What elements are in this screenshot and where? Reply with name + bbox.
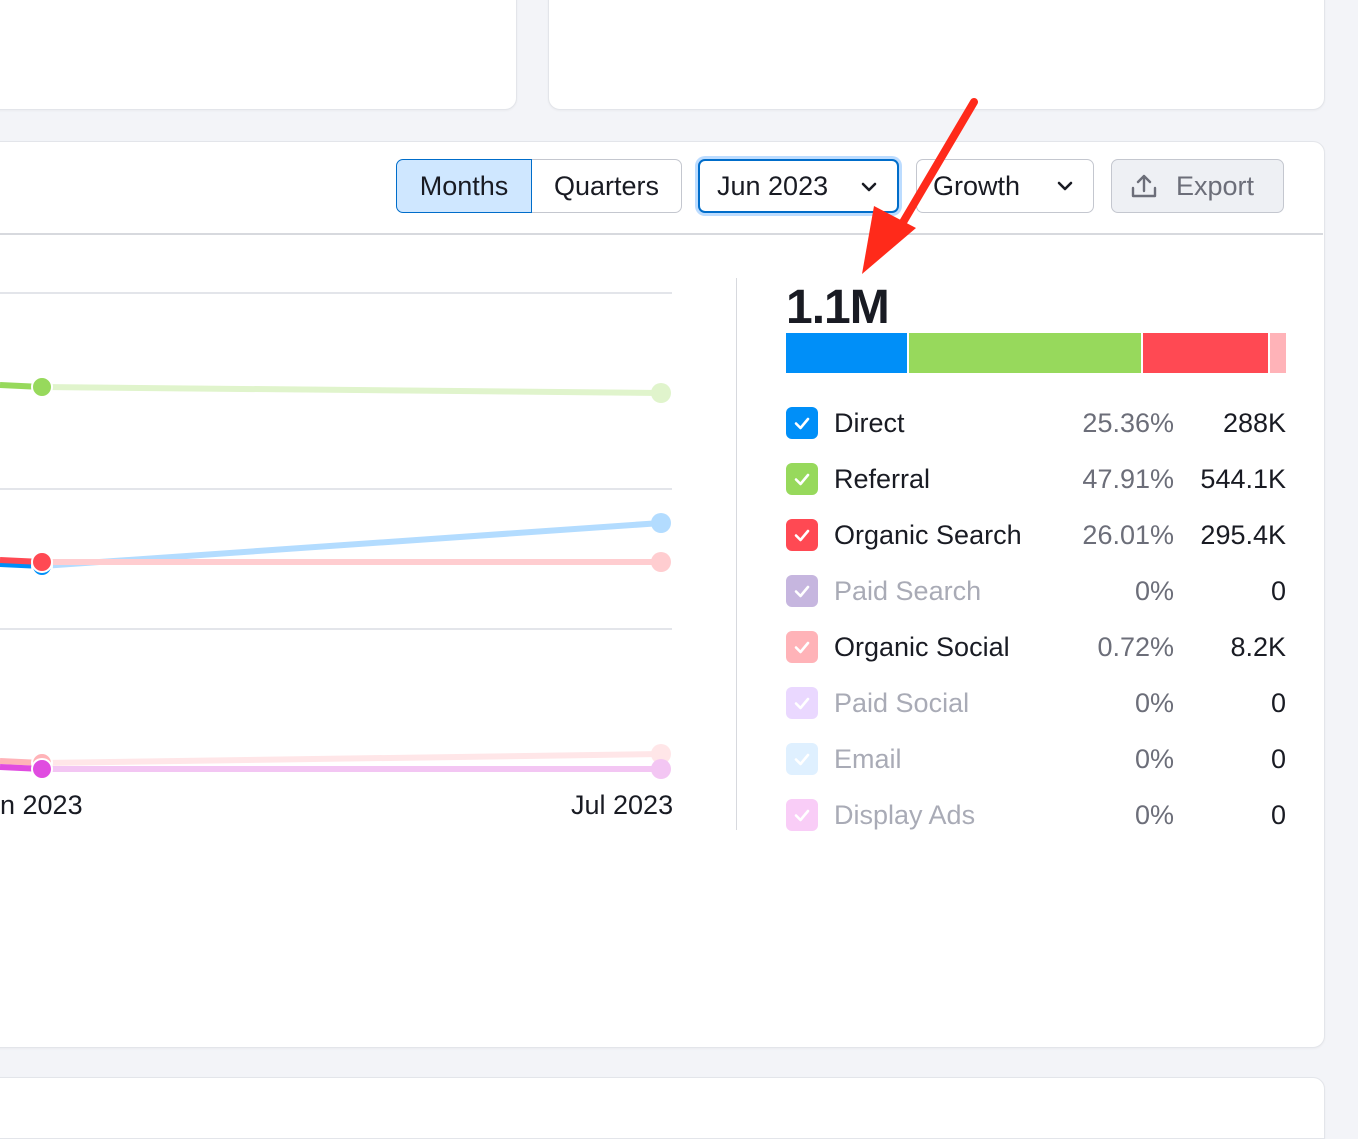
legend-label: Display Ads [834,799,976,830]
legend-label: Email [834,743,902,774]
chevron-down-icon [1057,181,1073,191]
check-icon [794,585,810,598]
data-point[interactable] [651,552,671,572]
export-button[interactable]: Export [1111,159,1284,213]
legend-percent: 25.36% [1082,407,1174,438]
share-segment-direct [786,333,907,373]
legend-checkbox[interactable] [786,407,818,439]
legend-value: 0 [1270,687,1286,718]
legend-checkbox[interactable] [786,463,818,495]
legend-checkbox[interactable] [786,631,818,663]
check-icon [794,641,810,654]
legend-label: Paid Social [834,687,970,718]
annotation-arrow-icon [862,98,978,274]
legend-value: 8.2K [1230,631,1286,662]
legend-value: 295.4K [1200,519,1286,550]
legend-value: 288K [1222,407,1286,438]
legend-row[interactable]: Referral 47.91% 544.1K [786,451,1286,507]
data-point[interactable] [651,759,671,779]
check-icon [794,417,810,430]
legend-checkbox[interactable] [786,687,818,719]
data-point[interactable] [651,513,671,533]
legend-label: Referral [834,463,931,494]
series-line [41,384,662,396]
legend-checkbox[interactable] [786,575,818,607]
top-left-card [0,0,517,110]
data-point[interactable] [31,376,53,398]
legend-percent: 0% [1134,575,1174,606]
chevron-down-icon [861,182,877,192]
legend-row[interactable]: Display Ads 0% 0 [786,787,1286,843]
series-line [41,520,662,569]
date-dropdown[interactable]: Jun 2023 [698,159,899,213]
months-button[interactable]: Months [396,159,532,213]
legend-row[interactable]: Paid Search 0% 0 [786,563,1286,619]
growth-dropdown-label: Growth [933,170,1021,201]
data-point[interactable] [31,551,53,573]
legend-checkbox[interactable] [786,743,818,775]
grid-lines [0,292,672,630]
upload-icon [1131,174,1157,198]
legend-label: Organic Search [834,519,1022,550]
bottom-card [0,1077,1325,1139]
series-line [41,751,662,766]
legend-value: 0 [1270,575,1286,606]
period-toggle: Months Quarters [396,159,682,215]
growth-dropdown[interactable]: Growth [916,159,1094,213]
data-point[interactable] [651,383,671,403]
check-icon [794,753,810,766]
legend-percent: 26.01% [1082,519,1174,550]
legend-row[interactable]: Direct 25.36% 288K [786,395,1286,451]
legend-percent: 47.91% [1082,463,1174,494]
chart-divider [736,278,737,830]
toolbar-divider [0,233,1323,235]
legend-label: Direct [834,407,905,438]
check-icon [794,697,810,710]
legend-row[interactable]: Organic Search 26.01% 295.4K [786,507,1286,563]
date-dropdown-label: Jun 2023 [717,170,829,201]
legend-label: Paid Search [834,575,982,606]
legend-row[interactable]: Paid Social 0% 0 [786,675,1286,731]
traffic-line-chart [0,292,672,780]
legend-label: Organic Social [834,631,1010,662]
legend-percent: 0.72% [1097,631,1174,662]
legend-checkbox[interactable] [786,799,818,831]
data-point[interactable] [31,758,53,780]
legend-row[interactable]: Email 0% 0 [786,731,1286,787]
legend-value: 544.1K [1200,463,1286,494]
top-right-card [548,0,1325,110]
x-tick-label: n 2023 [0,790,83,820]
total-visits-value: 1.1M [786,281,890,334]
x-tick-label: Jul 2023 [571,790,674,820]
legend-value: 0 [1270,743,1286,774]
legend-row[interactable]: Organic Social 0.72% 8.2K [786,619,1286,675]
data-point[interactable] [651,744,671,764]
legend-percent: 0% [1134,687,1174,718]
legend-checkbox[interactable] [786,519,818,551]
export-label: Export [1176,170,1255,201]
check-icon [794,809,810,822]
legend-percent: 0% [1134,743,1174,774]
check-icon [794,473,810,486]
legend-value: 0 [1270,799,1286,830]
share-segment-organic-social [1270,333,1286,373]
quarters-button[interactable]: Quarters [532,159,682,213]
check-icon [794,529,810,542]
share-segment-referral [909,333,1141,373]
legend-percent: 0% [1134,799,1174,830]
channel-legend: Direct 25.36% 288K Referral 47.91% 544.1K Orga… [786,395,1286,843]
share-segment-organic-search [1143,333,1268,373]
channel-share-bar [786,333,1286,373]
series-layer [0,376,671,780]
